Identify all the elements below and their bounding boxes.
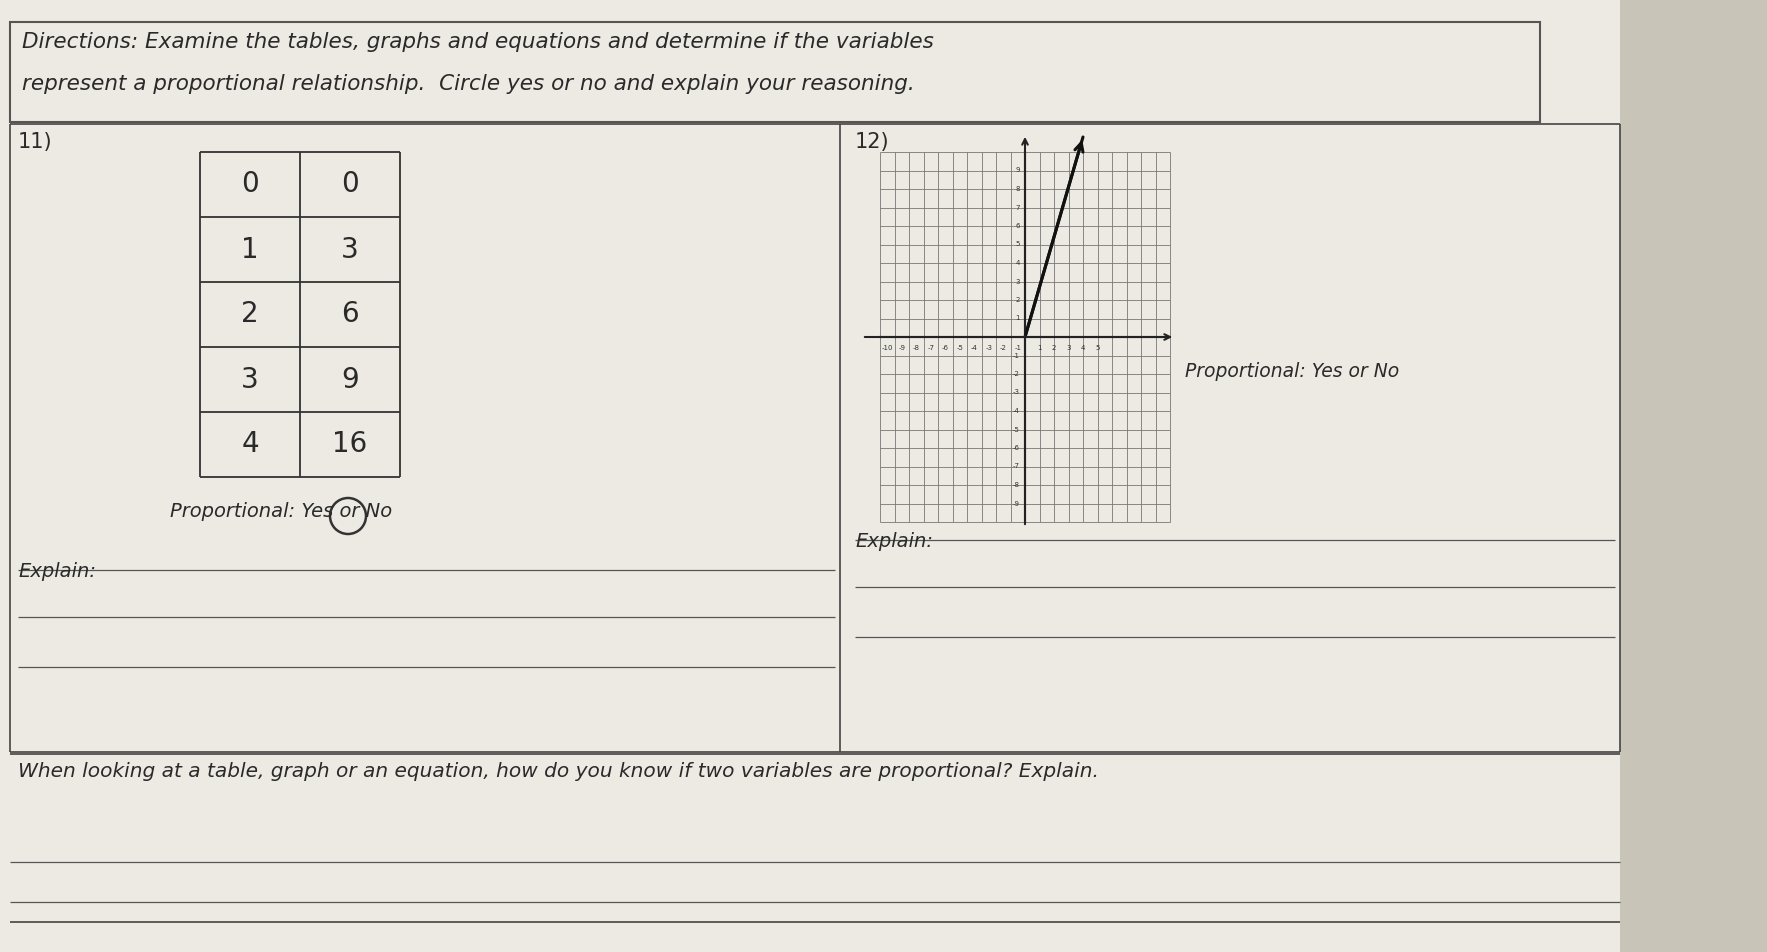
Text: 8: 8 — [1016, 186, 1020, 192]
Text: -10: -10 — [882, 345, 892, 351]
Text: -5: -5 — [1012, 426, 1020, 432]
Text: 1: 1 — [1037, 345, 1043, 351]
Text: 7: 7 — [1016, 205, 1020, 210]
Text: Proportional: Yes or No: Proportional: Yes or No — [1186, 362, 1399, 381]
Text: Explain:: Explain: — [855, 532, 933, 551]
Text: 5: 5 — [1016, 242, 1020, 248]
Text: -8: -8 — [1012, 482, 1020, 488]
Text: 3: 3 — [1016, 279, 1020, 285]
Text: -4: -4 — [1012, 408, 1020, 414]
Text: 5: 5 — [1096, 345, 1099, 351]
Text: Directions: Examine the tables, graphs and equations and determine if the variab: Directions: Examine the tables, graphs a… — [21, 32, 935, 52]
Text: 6: 6 — [1016, 223, 1020, 229]
Text: -1: -1 — [1012, 352, 1020, 359]
Text: -9: -9 — [898, 345, 905, 351]
Text: 1: 1 — [1016, 315, 1020, 322]
Text: 9: 9 — [1016, 168, 1020, 173]
Text: 6: 6 — [341, 301, 359, 328]
Text: 4: 4 — [1081, 345, 1085, 351]
Text: -3: -3 — [1012, 389, 1020, 395]
Text: 3: 3 — [1066, 345, 1071, 351]
Text: -4: -4 — [970, 345, 977, 351]
Text: 2: 2 — [240, 301, 258, 328]
Text: -6: -6 — [1012, 445, 1020, 451]
Text: -8: -8 — [914, 345, 921, 351]
Text: 3: 3 — [341, 235, 359, 264]
Text: -7: -7 — [928, 345, 935, 351]
Text: 4: 4 — [240, 430, 258, 459]
Text: 9: 9 — [341, 366, 359, 393]
Text: 1: 1 — [240, 235, 258, 264]
Bar — [11, 22, 1541, 122]
Text: 16: 16 — [332, 430, 368, 459]
Text: Proportional: Yes or No: Proportional: Yes or No — [170, 502, 392, 521]
Text: -3: -3 — [986, 345, 993, 351]
Text: 4: 4 — [1016, 260, 1020, 266]
Text: 12): 12) — [855, 132, 889, 152]
Text: -5: -5 — [956, 345, 963, 351]
Text: 0: 0 — [240, 170, 260, 199]
Text: -9: -9 — [1012, 501, 1020, 506]
Text: -2: -2 — [1012, 371, 1020, 377]
Text: 0: 0 — [341, 170, 359, 199]
Text: 2: 2 — [1016, 297, 1020, 303]
Text: represent a proportional relationship.  Circle yes or no and explain your reason: represent a proportional relationship. C… — [21, 74, 915, 94]
Text: -2: -2 — [1000, 345, 1007, 351]
Text: Explain:: Explain: — [18, 562, 95, 581]
Text: 3: 3 — [240, 366, 260, 393]
Text: -6: -6 — [942, 345, 949, 351]
Text: -7: -7 — [1012, 464, 1020, 469]
Text: When looking at a table, graph or an equation, how do you know if two variables : When looking at a table, graph or an equ… — [18, 762, 1099, 781]
Text: 11): 11) — [18, 132, 53, 152]
Text: 2: 2 — [1051, 345, 1057, 351]
Text: -1: -1 — [1014, 345, 1021, 351]
